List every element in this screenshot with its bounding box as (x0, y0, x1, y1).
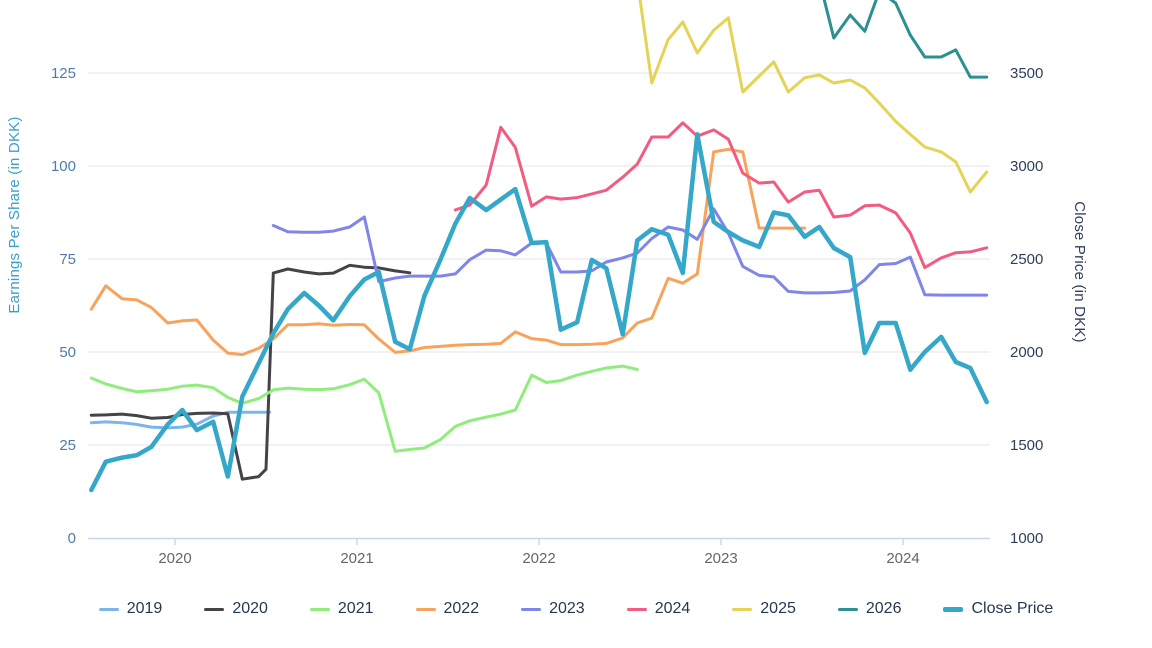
left-axis-tick-label: 125 (51, 65, 76, 82)
legend-item-2023[interactable]: 2023 (521, 600, 585, 618)
right-axis-tick-label: 2000 (1010, 344, 1043, 361)
left-axis-tick-label: 50 (59, 344, 76, 361)
legend-swatch-icon (521, 607, 542, 611)
series-line-2021 (89, 364, 639, 453)
legend-swatch-icon (415, 607, 436, 611)
legend-label: 2024 (654, 600, 691, 617)
legend-swatch-icon (98, 607, 119, 611)
legend-item-2025[interactable]: 2025 (732, 600, 796, 618)
left-axis-title: Earnings Per Share (in DKK) (6, 116, 23, 314)
legend-swatch-icon (626, 607, 647, 611)
legend-swatch-icon (204, 607, 225, 611)
legend-label: 2021 (337, 600, 374, 617)
legend-swatch-icon (943, 606, 964, 612)
legend-label: 2019 (126, 600, 163, 617)
x-tick-label: 2021 (340, 550, 373, 567)
left-axis-tick-label: 0 (68, 530, 76, 547)
right-axis-tick-label: 1000 (1010, 530, 1043, 547)
legend-label: 2025 (760, 600, 796, 617)
series-line-2026 (822, 0, 989, 79)
series-line-2024 (453, 121, 989, 270)
x-tick-label: 2022 (522, 550, 555, 567)
legend-label: 2026 (865, 600, 902, 617)
legend-item-2020[interactable]: 2020 (204, 600, 268, 618)
legend-swatch-icon (837, 607, 858, 611)
legend-label: Close Price (971, 600, 1054, 617)
right-axis-tick-label: 1500 (1010, 437, 1043, 454)
legend-label: 2020 (232, 600, 268, 617)
legend-item-2021[interactable]: 2021 (309, 600, 374, 618)
left-axis-tick-label: 25 (59, 437, 76, 454)
legend-swatch-icon (732, 607, 753, 611)
legend-item-2024[interactable]: 2024 (626, 600, 691, 618)
legend-label: 2022 (443, 600, 480, 617)
series-line-2022 (89, 147, 807, 357)
legend-item-close-price[interactable]: Close Price (943, 600, 1053, 618)
right-axis-title: Close Price (in DKK) (1071, 201, 1088, 343)
right-axis-tick-label: 3500 (1010, 65, 1043, 82)
series-line-2023 (271, 207, 989, 297)
x-tick-label: 2020 (158, 550, 191, 567)
series-line-2020 (89, 263, 412, 481)
legend-item-2026[interactable]: 2026 (837, 600, 902, 618)
left-axis-tick-label: 100 (51, 158, 76, 175)
legend-item-2019[interactable]: 2019 (98, 600, 163, 618)
series-line-close-price (89, 132, 989, 493)
left-axis-tick-label: 75 (59, 251, 76, 268)
legend-item-2022[interactable]: 2022 (415, 600, 480, 618)
right-axis-tick-label: 3000 (1010, 158, 1043, 175)
series-line-2019 (89, 410, 272, 430)
x-tick-label: 2023 (704, 550, 737, 567)
x-tick-label: 2024 (886, 550, 919, 567)
legend-label: 2023 (549, 600, 585, 617)
right-axis-tick-label: 2500 (1010, 251, 1043, 268)
eps-close-price-chart: 2020 2021 2022 2023 2024 0 25 50 75 100 125 1000 150… (51, 0, 1043, 567)
legend-swatch-icon (309, 607, 330, 611)
series-line-2025 (638, 0, 989, 194)
chart-legend: 2019 2020 2021 2022 2023 2024 2025 2026 Close Pr… (0, 594, 1152, 624)
